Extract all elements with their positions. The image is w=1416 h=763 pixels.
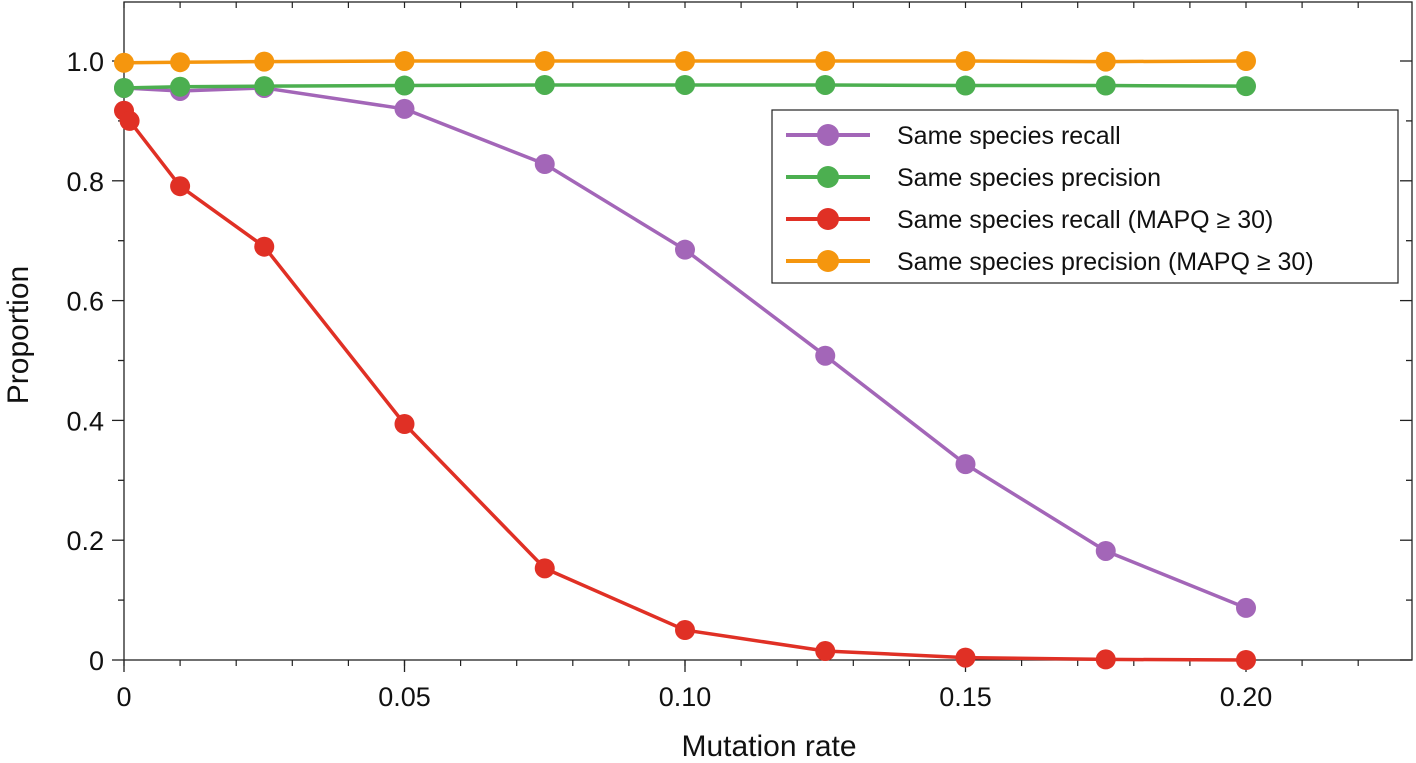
data-point (815, 74, 836, 95)
data-point (955, 647, 976, 668)
data-point (955, 75, 976, 96)
x-axis-title: Mutation rate (681, 730, 856, 763)
data-point (534, 51, 555, 71)
legend-marker (817, 208, 839, 230)
data-point (394, 98, 415, 119)
data-point (1095, 51, 1116, 72)
plot-frame (123, 1, 1413, 661)
data-point (170, 176, 191, 197)
series-line (123, 83, 1247, 90)
data-point (675, 51, 695, 71)
data-point (114, 77, 134, 98)
data-point (534, 74, 555, 95)
data-point (114, 52, 134, 73)
data-point (254, 76, 275, 97)
data-point (815, 51, 836, 71)
x-tick-label: 0.05 (378, 682, 431, 712)
legend-label: Same species recall (897, 122, 1121, 150)
y-tick-label: 0.2 (66, 526, 104, 556)
legend-marker (817, 124, 839, 146)
y-axis-title: Proportion (2, 266, 35, 404)
y-tick-label: 0.6 (66, 287, 104, 317)
data-point (254, 51, 275, 72)
y-tick-label: 0.8 (66, 167, 104, 197)
legend-label: Same species precision (897, 164, 1161, 192)
data-point (170, 52, 191, 73)
y-tick-label: 0.4 (66, 406, 104, 436)
data-point (1236, 51, 1256, 71)
data-point (394, 51, 415, 71)
series-4 (114, 51, 1256, 73)
legend-marker (817, 250, 839, 272)
data-point (1095, 649, 1116, 670)
series-line (123, 59, 1247, 65)
data-point (170, 76, 191, 97)
x-tick-label: 0.20 (1220, 682, 1273, 712)
axes: 0 0.05 0.10 0.15 0.20 0 0.2 0.4 0.6 0.8 1.0 (66, 1, 1413, 712)
data-point (394, 413, 415, 434)
legend-box (771, 109, 1399, 284)
legend-entry-1: Same species recall (786, 122, 1121, 150)
data-point (675, 74, 695, 95)
data-point (1095, 75, 1116, 96)
legend-label: Same species precision (MAPQ ≥ 30) (897, 248, 1314, 276)
data-point (119, 110, 140, 131)
series-3 (114, 100, 1256, 670)
data-point (254, 236, 275, 257)
series-line (123, 86, 1247, 610)
data-point (1236, 597, 1256, 618)
series-2 (114, 74, 1256, 98)
x-tick-label: 0 (116, 682, 131, 712)
data-point (815, 641, 836, 662)
data-point (1095, 540, 1116, 561)
x-tick-label: 0.15 (939, 682, 992, 712)
data-point (394, 75, 415, 96)
data-point (534, 558, 555, 579)
data-point (815, 345, 836, 366)
legend-entry-2: Same species precision (786, 164, 1161, 192)
data-point (675, 239, 695, 260)
y-tick-label: 1.0 (66, 47, 104, 77)
data-point (955, 454, 976, 475)
data-point (534, 154, 555, 175)
data-point (1236, 76, 1256, 97)
legend: Same species recall Same species precisio… (771, 109, 1399, 284)
data-point (955, 51, 976, 71)
data-point (675, 620, 695, 641)
legend-label: Same species recall (MAPQ ≥ 30) (897, 206, 1273, 234)
series-lines (114, 51, 1256, 670)
data-point (1236, 650, 1256, 670)
x-tick-label: 0.10 (659, 682, 712, 712)
legend-entry-3: Same species recall (MAPQ ≥ 30) (786, 206, 1273, 234)
legend-entry-4: Same species precision (MAPQ ≥ 30) (786, 248, 1314, 276)
legend-marker (817, 166, 839, 188)
y-tick-label: 0 (89, 646, 104, 676)
